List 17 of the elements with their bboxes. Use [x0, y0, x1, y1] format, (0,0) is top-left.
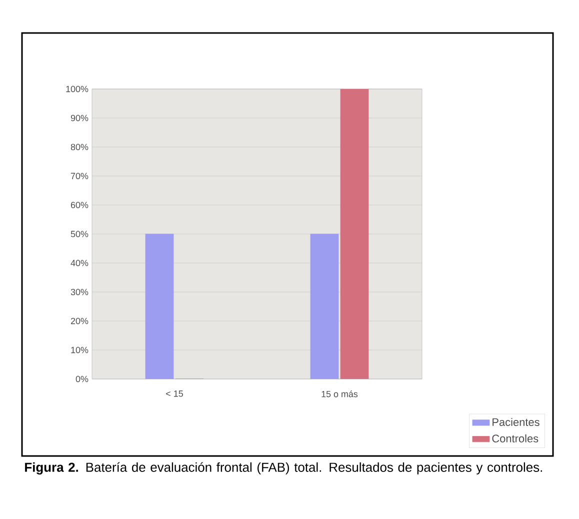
y-tick-label: 20%	[70, 318, 88, 324]
y-tick-label: 40%	[70, 260, 88, 266]
y-tick-label: 90%	[70, 114, 88, 122]
x-tick-label: 15 o más	[322, 390, 358, 398]
y-tick-label: 100%	[66, 86, 88, 92]
y-tick-label: 80%	[70, 144, 88, 150]
x-tick-label: < 15	[166, 390, 183, 397]
y-tick-label: 60%	[70, 202, 88, 208]
legend-label: Pacientes	[492, 418, 540, 426]
y-tick-label: 10%	[71, 346, 88, 354]
bar	[340, 88, 369, 379]
y-tick-label: 50%	[70, 230, 88, 238]
text: Figura 2. Batería de evaluación frontal (FAB) total. Resultados de pacientes y controles.	[25, 462, 542, 474]
legend-label: Controles	[492, 434, 538, 442]
y-tick-label: 70%	[70, 172, 88, 180]
y-tick-label: 30%	[70, 288, 88, 296]
y-tick-label: 0%	[76, 376, 88, 382]
